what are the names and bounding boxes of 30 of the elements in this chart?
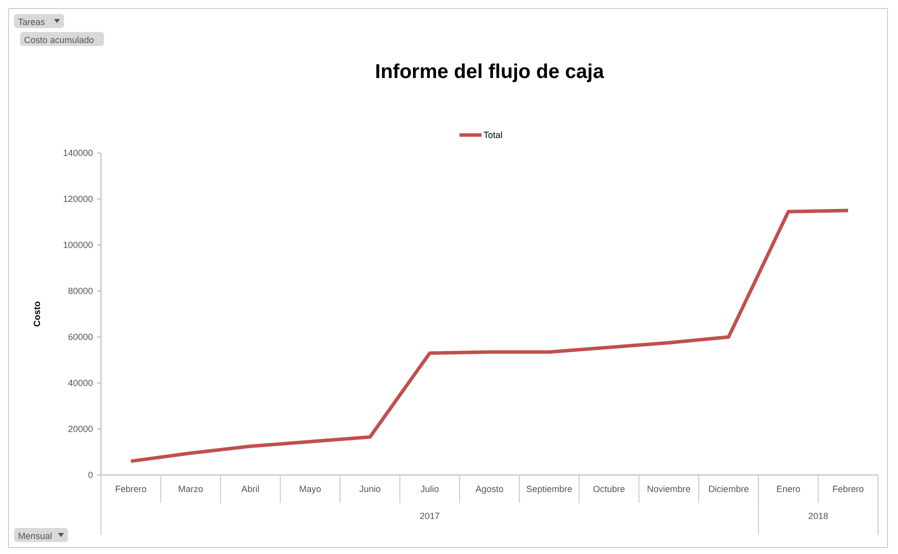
text: Mensual bbox=[18, 531, 52, 541]
y-tick-label: 20000 bbox=[68, 424, 93, 434]
x-tick-label: Marzo bbox=[178, 484, 204, 494]
x-tick-label: Julio bbox=[420, 484, 439, 494]
y-tick-label: 100000 bbox=[62, 240, 93, 250]
x-tick-label: Septiembre bbox=[526, 484, 572, 494]
text: 2017 bbox=[420, 511, 440, 521]
chart-title: Informe del flujo de caja bbox=[375, 61, 605, 83]
x-tick-label: Diciembre bbox=[708, 484, 749, 494]
text: Tareas bbox=[18, 17, 46, 27]
y-axis-title: Costo bbox=[32, 300, 42, 327]
legend-label: Total bbox=[484, 130, 503, 140]
x-tick-label: Agosto bbox=[475, 484, 504, 494]
x-tick-label: Enero bbox=[776, 484, 800, 494]
y-tick-label: 140000 bbox=[62, 148, 93, 158]
y-tick-label: 120000 bbox=[62, 194, 93, 204]
y-tick-label: 60000 bbox=[68, 332, 93, 342]
x-tick-label: Mayo bbox=[299, 484, 322, 494]
x-tick-label: Noviembre bbox=[647, 484, 691, 494]
y-tick-label: 80000 bbox=[68, 286, 93, 296]
y-tick-label: 40000 bbox=[68, 378, 93, 388]
x-tick-label: Febrero bbox=[832, 484, 864, 494]
x-tick-label: Febrero bbox=[115, 484, 147, 494]
x-tick-label: Junio bbox=[359, 484, 381, 494]
line-series bbox=[129, 208, 850, 463]
y-tick-label: 0 bbox=[88, 470, 93, 480]
text: 2018 bbox=[808, 511, 828, 521]
text: Costo acumulado bbox=[24, 35, 94, 45]
x-tick-label: Abril bbox=[241, 484, 260, 494]
x-tick-label: Octubre bbox=[593, 484, 626, 494]
